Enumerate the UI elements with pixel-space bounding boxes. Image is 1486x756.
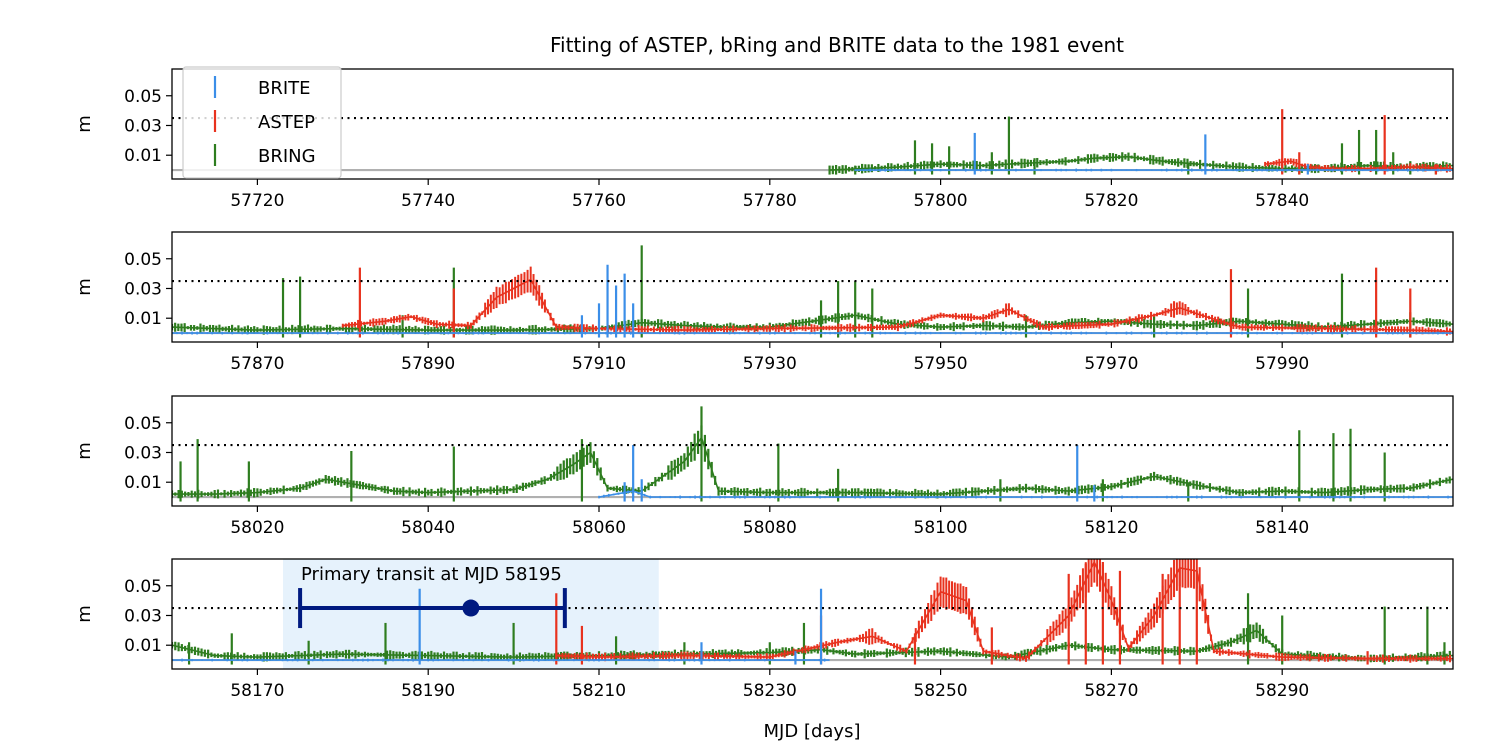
x-tick-label: 57970 [1084,354,1138,374]
series-line [1265,160,1453,170]
legend-label-astep: ASTEP [258,112,315,133]
series-line [598,490,1453,498]
series-line [172,435,1453,495]
series-astep [555,559,1453,665]
y-tick-label: 0.05 [124,250,162,270]
x-tick-label: 57990 [1255,354,1309,374]
x-tick-label: 57840 [1255,191,1309,211]
x-tick-label: 57950 [914,354,968,374]
x-tick-label: 58290 [1255,681,1309,701]
y-tick-label: 0.01 [124,636,162,656]
x-tick-label: 58230 [743,681,797,701]
series-line [342,278,1453,333]
panel-3: 58020 58040 58060 58080 58100 58120 58140 0.01 0… [74,395,1454,538]
axes-frame [171,558,1454,670]
x-tick-label: 57780 [743,191,797,211]
panel-4: Primary transit at MJD 58195 58170 58190 58… [74,558,1454,701]
y-tick-label: 0.05 [124,414,162,434]
y-axis-label: m [74,115,95,133]
series-line [556,560,1453,660]
y-axis-label: m [74,442,95,460]
legend-label-bring: BRING [258,146,316,167]
x-tick-label: 58140 [1255,518,1309,538]
x-tick-label: 58190 [401,681,455,701]
transit-label: Primary transit at MJD 58195 [301,564,562,585]
x-tick-label: 58250 [914,681,968,701]
x-tick-label: 57930 [743,354,797,374]
x-tick-label: 58040 [401,518,455,538]
y-tick-label: 0.01 [124,146,162,166]
series-brite [172,264,1453,338]
x-tick-label: 57720 [230,191,284,211]
y-tick-label: 0.05 [124,577,162,597]
x-tick-label: 57820 [1084,191,1138,211]
chart-title: Fitting of ASTEP, bRing and BRITE data t… [550,33,1124,57]
x-tick-label: 57890 [401,354,455,374]
axes-frame [171,395,1454,507]
y-tick-label: 0.01 [124,473,162,493]
series-brite [854,132,1453,175]
legend-box [182,66,342,179]
plot-area [172,406,1453,502]
axes-frame [171,231,1454,343]
y-tick-label: 0.03 [124,279,162,299]
series-bring [172,406,1453,502]
y-tick-label: 0.03 [124,443,162,463]
series-brite [598,445,1453,502]
x-tick-label: 58270 [1084,681,1138,701]
x-tick-label: 57740 [401,191,455,211]
panels: 57720 57740 57760 57780 57800 57820 57840 0.01 0… [74,66,1454,701]
y-axis-label: m [74,605,95,623]
y-axis-label: m [74,278,95,296]
x-tick-label: 58100 [914,518,968,538]
plot-area [172,109,1453,175]
panel-1: 57720 57740 57760 57780 57800 57820 57840 0.01 0… [74,68,1454,211]
y-tick-label: 0.03 [124,116,162,136]
legend: BRITE ASTEP BRING [182,66,342,179]
transit-point [462,599,480,617]
x-tick-label: 58060 [572,518,626,538]
series-bring [828,116,1453,175]
x-tick-label: 58210 [572,681,626,701]
x-tick-label: 58120 [1084,518,1138,538]
x-tick-label: 57870 [230,354,284,374]
x-tick-label: 57910 [572,354,626,374]
x-tick-label: 58080 [743,518,797,538]
panel-2: 57870 57890 57910 57930 57950 57970 57990 0.01 0… [74,231,1454,374]
plot-area [172,245,1453,338]
legend-label-brite: BRITE [258,78,311,99]
axes-frame [171,68,1454,180]
x-tick-label: 57760 [572,191,626,211]
y-tick-label: 0.03 [124,606,162,626]
y-tick-label: 0.01 [124,309,162,329]
y-tick-label: 0.05 [124,87,162,107]
transit-marker [298,588,567,629]
x-axis-label: MJD [days] [764,721,861,742]
series-brite [172,588,830,665]
series-line [172,314,1453,331]
x-tick-label: 58170 [230,681,284,701]
x-tick-label: 57800 [914,191,968,211]
series-astep [341,266,1453,338]
plot-area [172,559,1453,669]
x-tick-label: 58020 [230,518,284,538]
